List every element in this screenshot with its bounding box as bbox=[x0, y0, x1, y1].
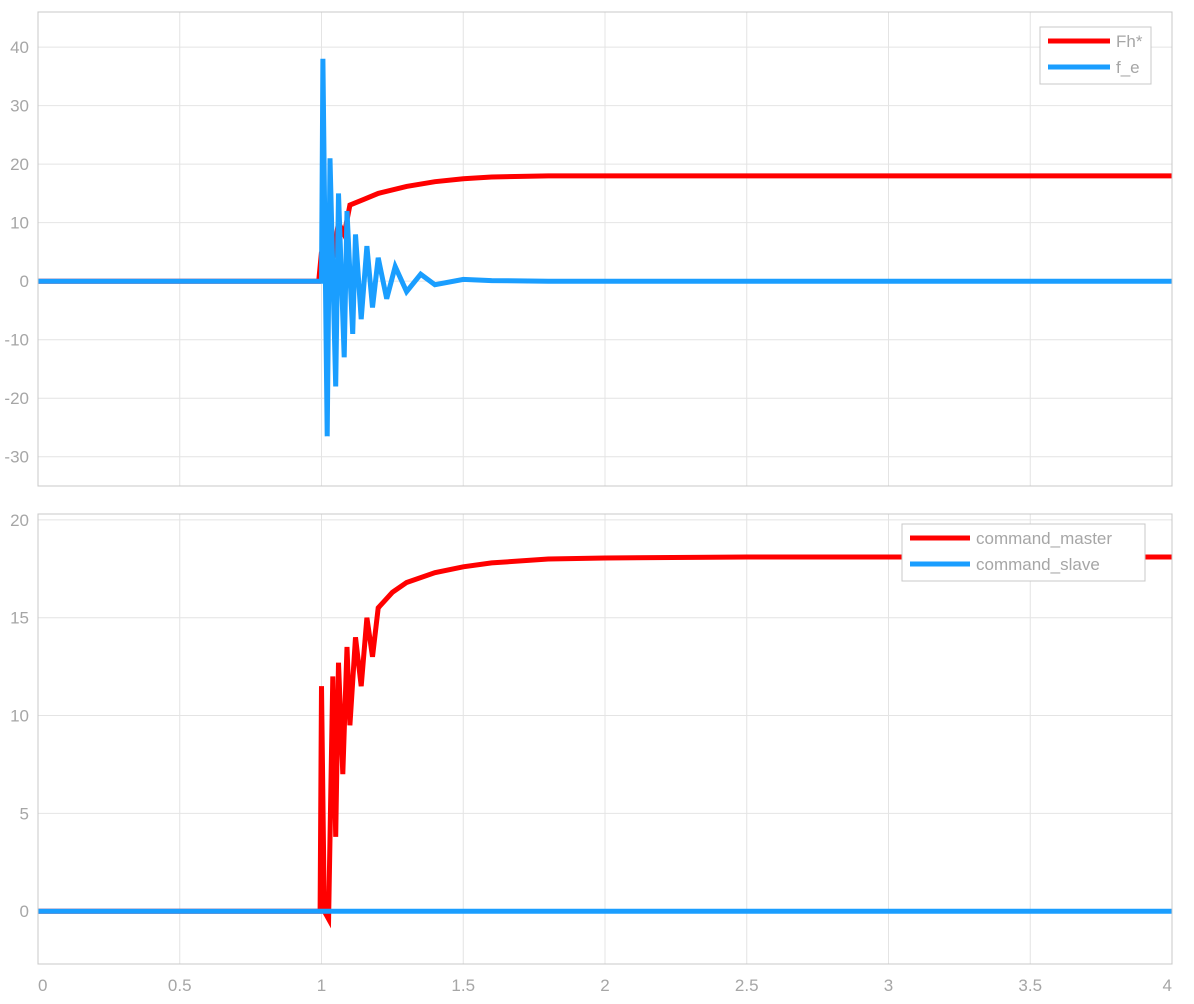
x-tick-label: 0.5 bbox=[168, 976, 192, 995]
legend-label: Fh* bbox=[1116, 32, 1143, 51]
legend-label: command_slave bbox=[976, 555, 1100, 574]
x-tick-label: 2.5 bbox=[735, 976, 759, 995]
x-tick-label: 3.5 bbox=[1018, 976, 1042, 995]
y-tick-label: 15 bbox=[10, 609, 29, 628]
y-tick-label: 5 bbox=[20, 804, 29, 823]
axes-box bbox=[37, 11, 1173, 487]
legend: Fh* f_e bbox=[1039, 26, 1152, 85]
y-tick-label: -30 bbox=[4, 448, 29, 467]
axes-box bbox=[37, 513, 1173, 965]
y-tick-label: 30 bbox=[10, 97, 29, 116]
y-tick-label: -10 bbox=[4, 331, 29, 350]
legend-box bbox=[901, 523, 1146, 582]
x-tick-label: 3 bbox=[884, 976, 893, 995]
top-chart-panel: 40 30 20 10 0 -10 -20 -30 Fh* f_e bbox=[4, 11, 1173, 487]
x-tick-label: 1 bbox=[317, 976, 326, 995]
y-tick-label: 0 bbox=[20, 902, 29, 921]
y-tick-label: 0 bbox=[20, 272, 29, 291]
legend-label: f_e bbox=[1116, 58, 1140, 77]
series-line-f-e bbox=[38, 58, 1172, 437]
x-tick-label: 4 bbox=[1163, 976, 1172, 995]
y-tick-label: -20 bbox=[4, 389, 29, 408]
series-line-command-master bbox=[38, 554, 1172, 929]
y-tick-label: 20 bbox=[10, 511, 29, 530]
x-tick-label: 2 bbox=[600, 976, 609, 995]
x-tick-label: 0 bbox=[38, 976, 47, 995]
y-tick-label: 40 bbox=[10, 38, 29, 57]
y-tick-label: 20 bbox=[10, 155, 29, 174]
y-tick-label: 10 bbox=[10, 214, 29, 233]
x-tick-label: 1.5 bbox=[451, 976, 475, 995]
legend: command_master command_slave bbox=[901, 523, 1146, 582]
legend-label: command_master bbox=[976, 529, 1112, 548]
legend-box bbox=[1039, 26, 1152, 85]
y-tick-label: 10 bbox=[10, 707, 29, 726]
